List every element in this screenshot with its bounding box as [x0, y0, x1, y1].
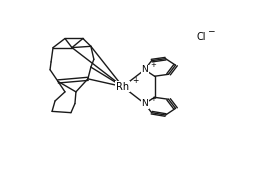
Text: +: +: [151, 62, 157, 68]
Text: Rh: Rh: [116, 82, 129, 92]
Text: Cl: Cl: [197, 32, 206, 42]
Text: +: +: [132, 76, 138, 85]
Text: +: +: [151, 96, 157, 102]
Text: −: −: [207, 27, 215, 36]
Text: N: N: [141, 65, 148, 74]
Text: N: N: [141, 99, 148, 108]
